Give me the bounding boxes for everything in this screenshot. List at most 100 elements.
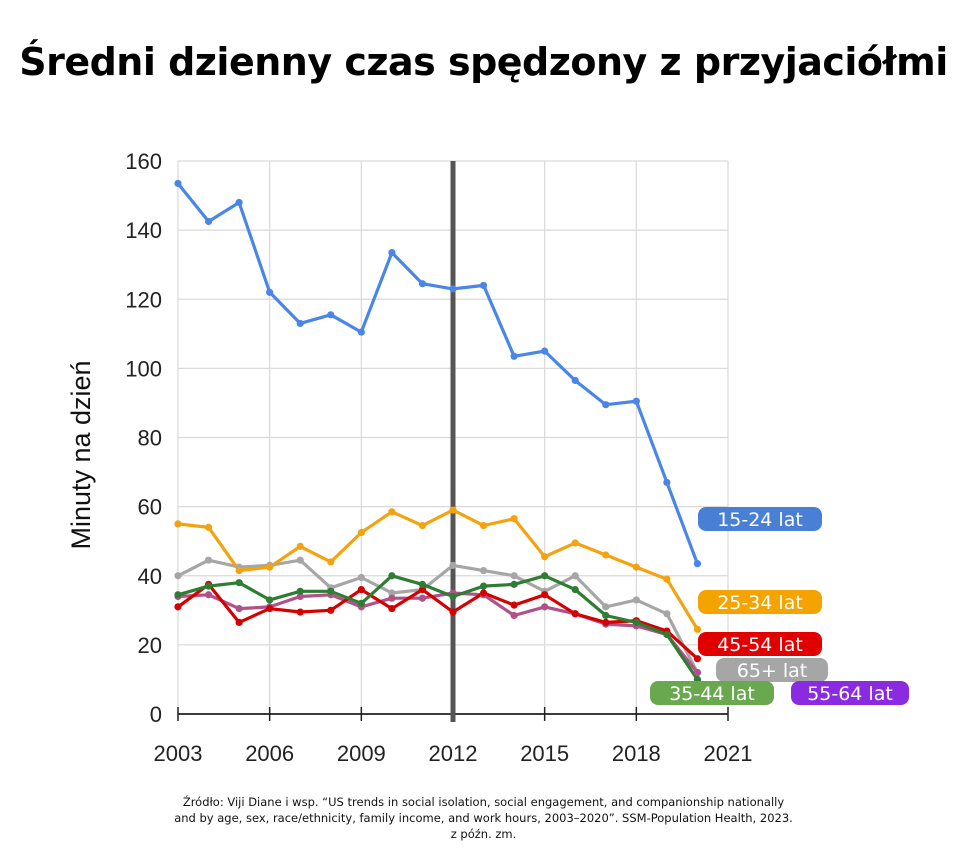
series-tag-label: 15-24 lat [717,509,803,531]
data-point [388,594,396,602]
data-point [235,566,243,575]
series-tag-65-lat: 65+ lat [716,658,828,682]
series-line-35-44-lat [176,574,700,682]
y-tick-label: 100 [125,356,162,381]
source-note: Źródło: Viji Diane i wsp. “US trends in … [0,794,967,842]
y-tick-label: 0 [150,702,162,727]
data-point [449,561,457,569]
x-tick-label: 2009 [337,741,386,766]
data-point [388,604,396,613]
data-point [449,608,457,616]
data-point [174,520,182,528]
source-line-2: and by age, sex, race/ethnicity, family … [174,811,793,825]
data-point [510,611,518,620]
data-point [571,376,579,385]
data-point [510,601,518,609]
data-point [357,528,365,537]
data-point [510,580,518,588]
y-tick-label: 60 [138,495,162,520]
data-point [663,478,671,487]
series-line-25-34-lat [176,508,700,631]
y-tick-label: 40 [138,564,162,589]
series-points [174,179,702,684]
data-point [235,198,243,207]
data-point [663,575,671,583]
data-point [449,506,457,514]
y-tick-label: 80 [138,426,162,451]
data-point [266,604,274,613]
source-line-1: Źródło: Viji Diane i wsp. “US trends in … [182,795,785,809]
series-tag-label: 35-44 lat [669,683,755,705]
data-point [479,566,488,575]
data-point [296,608,304,616]
data-point [174,591,182,599]
data-point [357,585,365,594]
data-point [449,592,457,601]
data-point [541,603,549,611]
data-point [571,539,579,547]
data-point [418,585,427,594]
data-point [602,401,610,409]
data-point [510,352,518,360]
data-point [266,596,274,604]
series-tag-15-24-lat: 15-24 lat [698,507,822,531]
series-tag-background [650,681,774,705]
data-point [418,522,427,530]
x-tick-label: 2012 [429,741,478,766]
data-point [541,553,549,561]
series-line-45-54-lat [176,582,700,661]
data-point [235,618,243,627]
x-tick-label: 2006 [245,741,294,766]
series-tag-label: 45-54 lat [717,634,803,656]
data-point [541,347,549,355]
x-tick-label: 2003 [154,741,203,766]
data-point [296,319,304,328]
data-point [357,599,365,608]
line-chart: 15-24 lat 25-34 lat 45-54 lat 65+ lat35-44 … [66,149,909,766]
data-point [266,563,274,571]
data-point [632,596,640,604]
data-point [479,522,488,530]
data-point [602,551,610,559]
series-tag-background [698,590,822,614]
data-point [602,611,610,620]
data-point [327,311,335,319]
source-line-3: z późn. zm. [450,827,517,841]
data-point [235,579,243,587]
data-point [204,591,213,599]
x-tick-label: 2018 [612,741,661,766]
data-point [327,587,335,595]
data-point [541,591,549,599]
series-tag-label: 25-34 lat [717,592,803,614]
data-point [327,606,335,614]
data-point [174,603,182,611]
data-point [632,618,640,627]
series-tag-45-54-lat: 45-54 lat [698,632,822,656]
data-point [571,610,579,618]
data-point [174,572,182,580]
data-point [602,603,610,611]
series-labels: 15-24 lat 25-34 lat 45-54 lat 65+ lat35-44 … [650,507,909,705]
grid-lines [177,160,729,715]
series-line-55-64-lat [176,591,700,675]
x-tick-label: 2015 [520,741,569,766]
data-point [418,280,427,288]
series-tag-background [698,632,822,656]
data-point [357,328,365,336]
series-line-15-24-lat [176,181,700,566]
series-tag-35-44-lat: 35-44 lat [650,681,774,705]
data-point [449,285,457,293]
data-point [541,572,549,580]
series-tag-background [716,658,828,682]
data-point [693,625,702,633]
series-lines [176,181,700,682]
data-point [510,515,518,523]
data-point [388,248,396,257]
data-point [388,589,396,597]
data-point [479,582,488,590]
data-point [296,556,304,564]
data-point [357,573,365,582]
data-point [174,179,182,188]
data-point [632,563,640,571]
data-point [204,582,213,590]
